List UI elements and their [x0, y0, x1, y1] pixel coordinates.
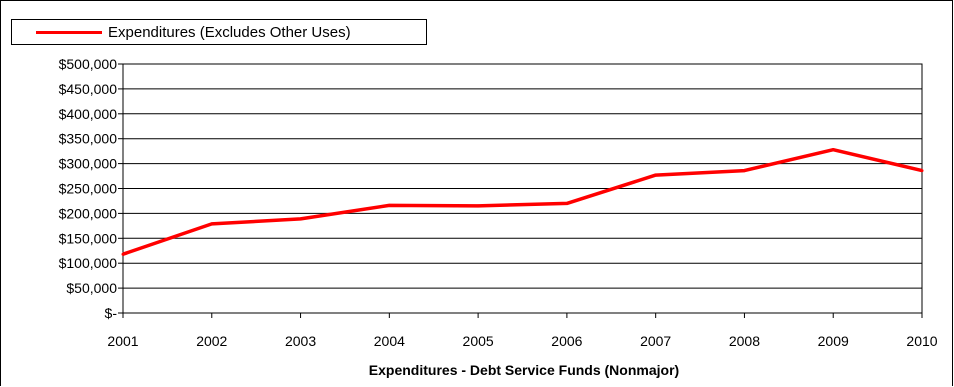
data-point: [831, 148, 835, 152]
y-tick-label: $250,000: [59, 181, 118, 197]
data-point: [742, 169, 746, 173]
y-tick-label: $400,000: [59, 106, 118, 122]
chart-legend: Expenditures (Excludes Other Uses): [11, 19, 427, 45]
y-tick-label: $350,000: [59, 131, 118, 147]
data-point: [654, 173, 658, 177]
y-tick-label: $100,000: [59, 255, 118, 271]
data-point: [387, 203, 391, 207]
y-tick-label: $-: [105, 305, 118, 321]
y-tick-label: $450,000: [59, 81, 118, 97]
x-tick-label: 2005: [463, 333, 494, 349]
data-point: [121, 252, 125, 256]
y-tick-label: $200,000: [59, 205, 118, 221]
x-tick-label: 2009: [818, 333, 849, 349]
y-tick-label: $50,000: [66, 280, 117, 296]
x-tick-label: 2008: [729, 333, 760, 349]
data-point: [299, 217, 303, 221]
x-tick-label: 2006: [551, 333, 582, 349]
x-tick-label: 2004: [374, 333, 405, 349]
x-tick-label: 2001: [107, 333, 138, 349]
x-tick-label: 2003: [285, 333, 316, 349]
y-tick-label: $150,000: [59, 230, 118, 246]
x-tick-label: 2010: [906, 333, 937, 349]
y-tick-label: $500,000: [59, 56, 118, 72]
y-tick-label: $300,000: [59, 156, 118, 172]
data-point: [210, 222, 214, 226]
data-point: [476, 204, 480, 208]
legend-label: Expenditures (Excludes Other Uses): [108, 24, 351, 41]
chart-title: Expenditures - Debt Service Funds (Nonma…: [369, 362, 679, 378]
data-point: [920, 169, 924, 173]
legend-swatch: [36, 31, 102, 34]
series-line: [122, 147, 923, 256]
data-point: [565, 201, 569, 205]
x-tick-label: 2002: [196, 333, 227, 349]
x-tick-label: 2007: [640, 333, 671, 349]
